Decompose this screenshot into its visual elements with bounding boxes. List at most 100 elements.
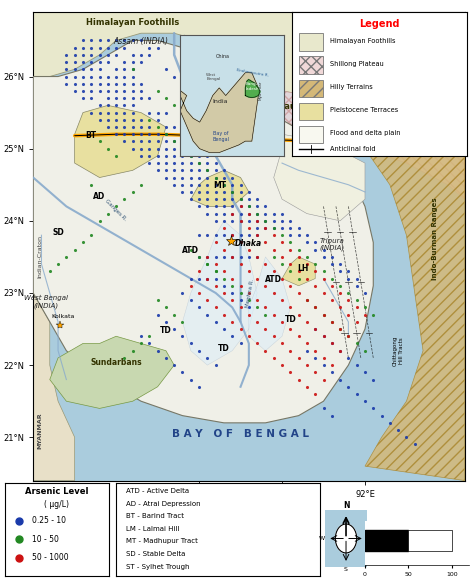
Point — [154, 310, 162, 319]
Point — [220, 274, 228, 283]
Text: ST: ST — [335, 142, 346, 151]
Point — [104, 108, 112, 117]
Text: Chittagong
Hill Tracts: Chittagong Hill Tracts — [393, 336, 403, 366]
Point — [129, 65, 137, 74]
Point — [121, 115, 128, 124]
Point — [212, 303, 219, 312]
Point — [146, 94, 153, 103]
Polygon shape — [191, 170, 249, 206]
Point — [237, 295, 245, 305]
Point — [121, 195, 128, 204]
Text: Assam (INDIA): Assam (INDIA) — [113, 37, 169, 46]
Point — [79, 50, 87, 60]
Point — [220, 223, 228, 233]
Point — [345, 332, 352, 341]
Point — [179, 173, 186, 182]
Point — [386, 418, 393, 427]
Text: B A Y   O F   B E N G A L: B A Y O F B E N G A L — [172, 429, 309, 439]
Circle shape — [335, 524, 356, 553]
Point — [295, 223, 302, 233]
Text: Pleistocene Terraces: Pleistocene Terraces — [330, 107, 398, 113]
Polygon shape — [75, 105, 166, 178]
Point — [146, 43, 153, 52]
Point — [88, 50, 95, 60]
Point — [88, 180, 95, 189]
Point — [245, 230, 253, 240]
Point — [228, 195, 236, 204]
Point — [121, 353, 128, 362]
Point — [121, 65, 128, 74]
Point — [203, 274, 211, 283]
Point — [187, 339, 195, 348]
Point — [146, 130, 153, 139]
Point — [254, 230, 261, 240]
Point — [254, 216, 261, 225]
Point — [195, 166, 203, 175]
Text: Indo-Burman Ranges: Indo-Burman Ranges — [432, 197, 438, 280]
Point — [104, 36, 112, 45]
Text: TD: TD — [218, 344, 230, 353]
Point — [179, 368, 186, 377]
Point — [228, 209, 236, 218]
Point — [71, 72, 79, 81]
Point — [104, 72, 112, 81]
Point — [254, 216, 261, 225]
Point — [104, 122, 112, 131]
Point — [79, 65, 87, 74]
Point — [262, 259, 269, 269]
Point — [220, 180, 228, 189]
Point — [237, 252, 245, 262]
Point — [212, 173, 219, 182]
Point — [286, 259, 294, 269]
Text: 10 - 50: 10 - 50 — [32, 534, 59, 544]
Point — [154, 137, 162, 146]
Point — [286, 216, 294, 225]
Point — [171, 361, 178, 370]
Point — [286, 230, 294, 240]
Point — [195, 159, 203, 168]
Text: Shillong Plateau: Shillong Plateau — [330, 61, 384, 67]
Text: Myanmar: Myanmar — [258, 81, 262, 100]
Point — [295, 353, 302, 362]
Point — [88, 94, 95, 103]
Point — [337, 324, 344, 334]
Point — [195, 267, 203, 276]
Point — [162, 137, 170, 146]
Point — [137, 122, 145, 131]
Point — [295, 288, 302, 298]
Point — [320, 252, 328, 262]
Point — [195, 180, 203, 189]
Point — [203, 159, 211, 168]
Point — [270, 353, 278, 362]
Point — [171, 173, 178, 182]
Point — [345, 288, 352, 298]
Point — [63, 65, 70, 74]
Point — [203, 230, 211, 240]
Point — [195, 252, 203, 262]
Point — [195, 173, 203, 182]
Point — [270, 310, 278, 319]
Text: Anticlinal fold: Anticlinal fold — [330, 146, 376, 152]
Point — [146, 144, 153, 153]
Point — [88, 108, 95, 117]
Point — [154, 295, 162, 305]
Text: S: S — [344, 567, 348, 572]
Point — [154, 130, 162, 139]
Point — [203, 252, 211, 262]
Point — [96, 101, 103, 110]
Point — [320, 353, 328, 362]
Point — [369, 404, 377, 413]
Point — [361, 310, 369, 319]
Point — [203, 259, 211, 269]
Point — [146, 137, 153, 146]
Point — [154, 166, 162, 175]
Point — [137, 36, 145, 45]
Point — [311, 324, 319, 334]
Point — [187, 245, 195, 254]
Point — [71, 86, 79, 96]
Point — [212, 201, 219, 211]
Point — [96, 50, 103, 60]
Point — [237, 339, 245, 348]
Point — [337, 281, 344, 291]
Point — [220, 209, 228, 218]
